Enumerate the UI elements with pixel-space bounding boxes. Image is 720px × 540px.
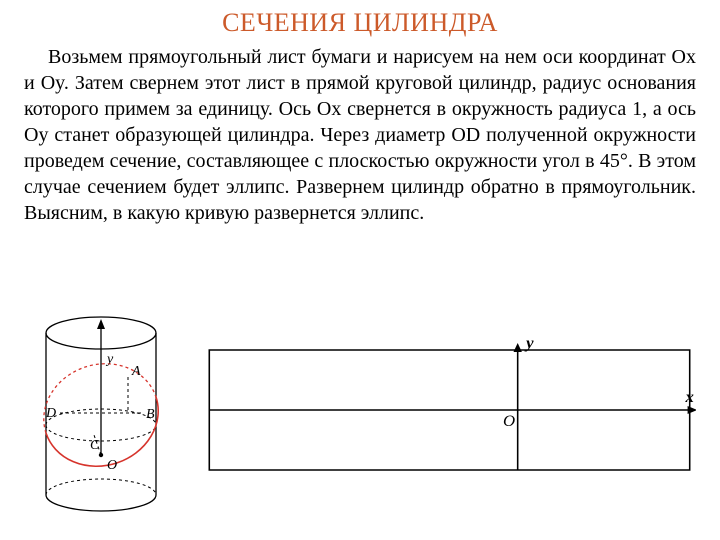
svg-text:O: O <box>503 411 515 430</box>
main-paragraph: Возьмем прямоугольный лист бумаги и нари… <box>24 44 696 226</box>
figures-row: y A B C D O y x O <box>24 305 696 520</box>
svg-text:y: y <box>524 333 534 352</box>
unrolled-rectangle-figure: y x O <box>203 320 696 505</box>
cylinder-figure: y A B C D O <box>24 305 179 520</box>
page-title: СЕЧЕНИЯ ЦИЛИНДРА <box>24 8 696 38</box>
svg-text:D: D <box>45 406 56 421</box>
svg-text:C: C <box>90 438 100 453</box>
svg-text:A: A <box>131 364 141 379</box>
svg-text:y: y <box>105 352 114 367</box>
svg-text:B: B <box>146 407 155 422</box>
svg-text:O: O <box>107 458 117 473</box>
svg-text:x: x <box>684 387 693 406</box>
